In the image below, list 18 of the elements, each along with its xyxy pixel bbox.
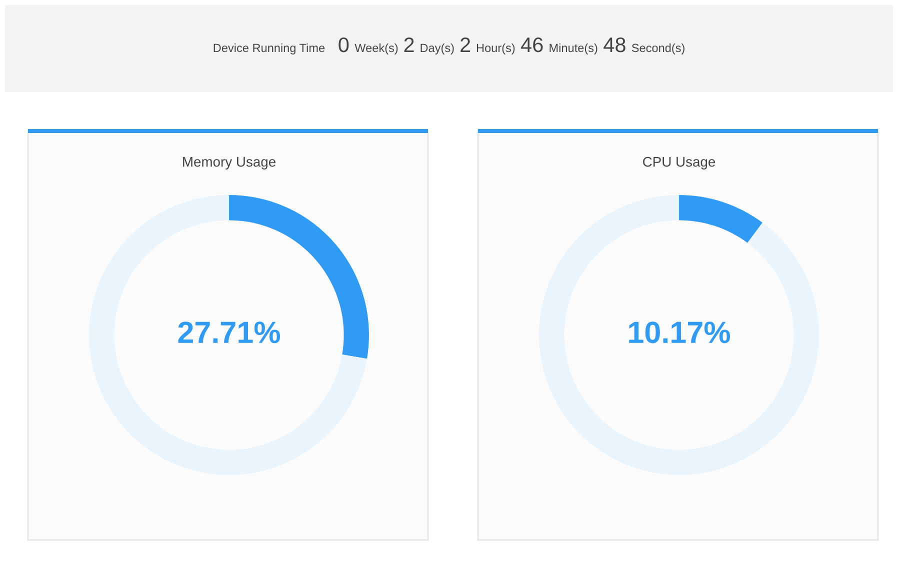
text: 2 xyxy=(460,37,470,52)
text: 27.71% xyxy=(178,322,280,344)
donut-slice xyxy=(539,195,819,475)
text: 48 xyxy=(604,37,626,52)
text: Day(s) xyxy=(420,43,454,54)
chart-title: CPU Usage xyxy=(643,156,716,170)
text: 0 xyxy=(338,37,349,52)
donut-slice xyxy=(89,195,367,475)
text: Second(s) xyxy=(632,43,684,54)
text: Minute(s) xyxy=(550,43,598,54)
text: Hour(s) xyxy=(476,43,515,54)
text: 46 xyxy=(520,37,543,52)
text: 2 xyxy=(404,37,414,52)
donut-slice xyxy=(679,195,762,243)
chart-title: Memory Usage xyxy=(183,157,276,170)
text: 10.17% xyxy=(629,322,730,344)
text: Week(s) xyxy=(354,43,398,54)
text: Device Running Time xyxy=(214,43,325,54)
